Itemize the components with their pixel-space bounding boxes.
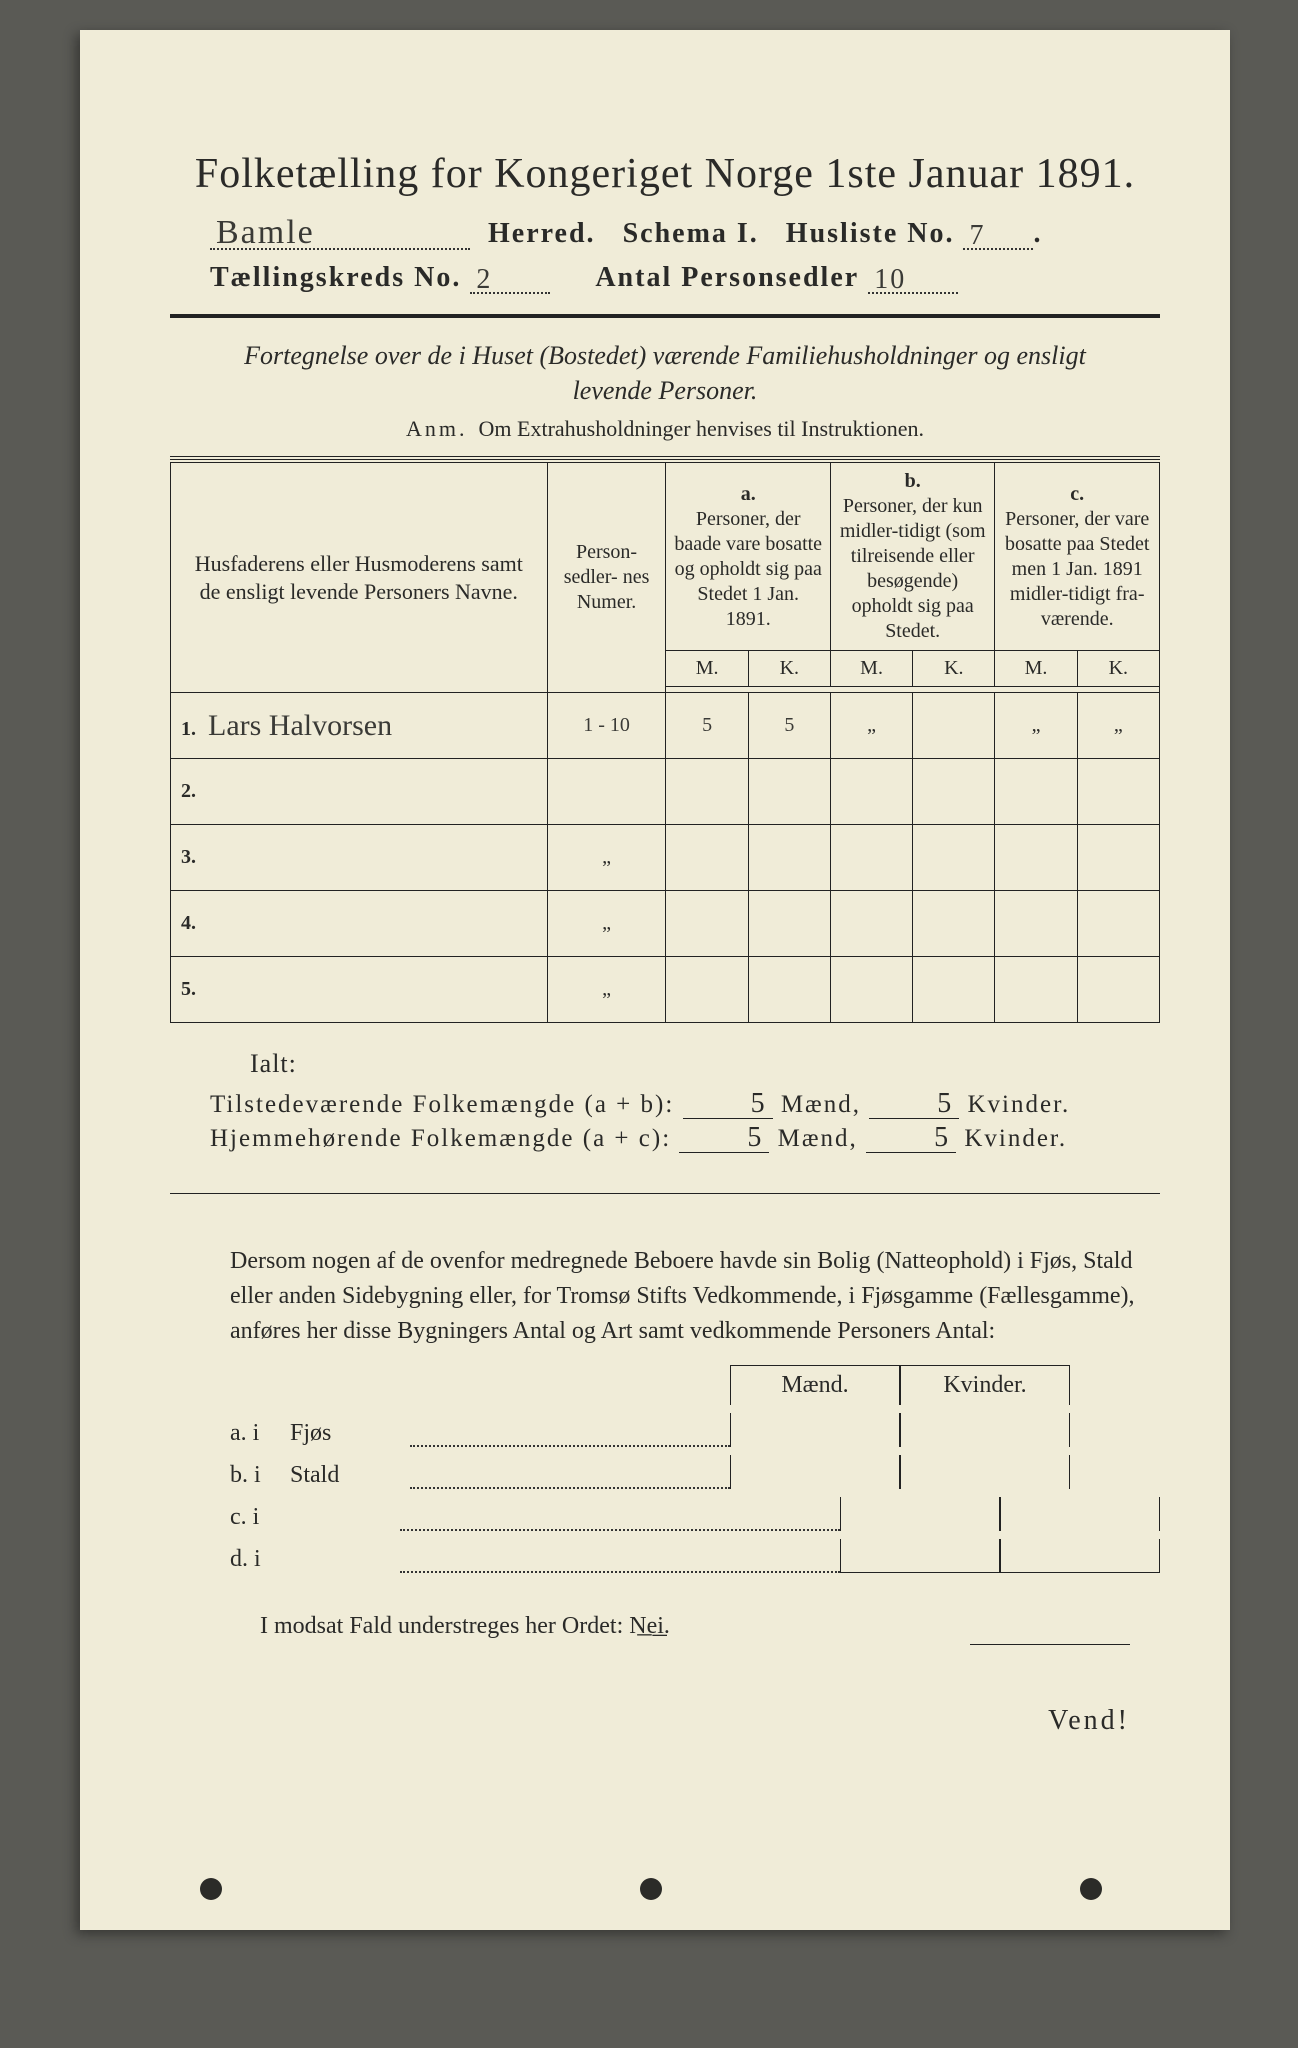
col-b-k: K. [913,651,995,687]
kreds-field: 2 [470,263,550,294]
punch-hole-icon [1080,1878,1102,1900]
col-header-a: a. Personer, der baade vare bosatte og o… [666,463,830,651]
col-c-m: M. [995,651,1077,687]
antal-field: 10 [868,263,958,294]
divider-1 [170,314,1160,318]
page-title: Folketælling for Kongeriget Norge 1ste J… [170,150,1160,198]
header-line-2: Tællingskreds No. 2 Antal Personsedler 1… [210,262,1160,294]
kreds-value: 2 [476,264,492,296]
sum-line-ac: Hjemmehørende Folkemængde (a + c): 5 Mæn… [210,1125,1160,1153]
table-body: 1. Lars Halvorsen 1 - 10 5 5 „ „ „ 2. 3.… [171,693,1160,1023]
table-row: 5. „ [171,957,1160,1023]
sidebyg-row-d: d. i [230,1539,1160,1573]
form-anm: Anm. Om Extrahusholdninger henvises til … [170,416,1160,442]
antal-value: 10 [874,264,906,296]
row-num: 1. [181,718,203,741]
schema-label: Schema I. [623,218,759,249]
husliste-field: 7 [963,219,1033,250]
sum-line-ab: Tilstedeværende Folkemængde (a + b): 5 M… [210,1091,1160,1119]
table-row: 3. „ [171,825,1160,891]
sidebyg-row-c: c. i [230,1497,1160,1531]
col-c-k: K. [1077,651,1159,687]
herred-label: Herred. [488,218,596,249]
mk-kvinder: Kvinder. [900,1365,1070,1405]
mk-header: Mænd. Kvinder. [730,1365,1160,1405]
divider-2a [170,456,1160,457]
ialt-label: Ialt: [250,1049,1160,1079]
row-personsedler: 1 - 10 [547,693,666,759]
census-form-page: Folketælling for Kongeriget Norge 1ste J… [80,30,1230,1930]
herred-field: Bamle [210,219,470,250]
sidebyg-row-a: a. i Fjøs [230,1413,1160,1447]
col-a-m: M. [666,651,748,687]
col-header-name: Husfaderens eller Husmoderens samt de en… [171,463,548,693]
row-name: Lars Halvorsen [208,709,392,742]
col-b-m: M. [830,651,912,687]
col-header-c: c. Personer, der vare bosatte paa Stedet… [995,463,1160,651]
mk-maend: Mænd. [730,1365,900,1405]
herred-value: Bamle [216,214,315,252]
table-row: 1. Lars Halvorsen 1 - 10 5 5 „ „ „ [171,693,1160,759]
sidebyg-row-b: b. i Stald [230,1455,1160,1489]
table-head: Husfaderens eller Husmoderens samt de en… [171,463,1160,693]
nei-line: I modsat Fald understreges her Ordet: N͟… [260,1613,1160,1640]
husliste-label: Husliste No. [786,218,955,249]
col-a-k: K. [748,651,830,687]
punch-hole-icon [640,1878,662,1900]
header-line-1: Bamle Herred. Schema I. Husliste No. 7 . [210,218,1160,250]
sidebygning-paragraph: Dersom nogen af de ovenfor medregnede Be… [230,1244,1140,1348]
col-header-num: Person- sedler- nes Numer. [547,463,666,693]
vend-label: Vend! [170,1705,1130,1737]
table-row: 4. „ [171,891,1160,957]
antal-label: Antal Personsedler [595,262,859,293]
divider-3 [170,1193,1160,1194]
census-table: Husfaderens eller Husmoderens samt de en… [170,462,1160,1023]
form-description: Fortegnelse over de i Huset (Bostedet) v… [230,338,1100,408]
punch-hole-icon [200,1878,222,1900]
table-row: 2. [171,759,1160,825]
divider-2b [170,459,1160,460]
kreds-label: Tællingskreds No. [210,262,461,293]
col-header-b: b. Personer, der kun midler-tidigt (som … [830,463,994,651]
vend-rule [970,1644,1130,1645]
husliste-value: 7 [969,220,985,252]
